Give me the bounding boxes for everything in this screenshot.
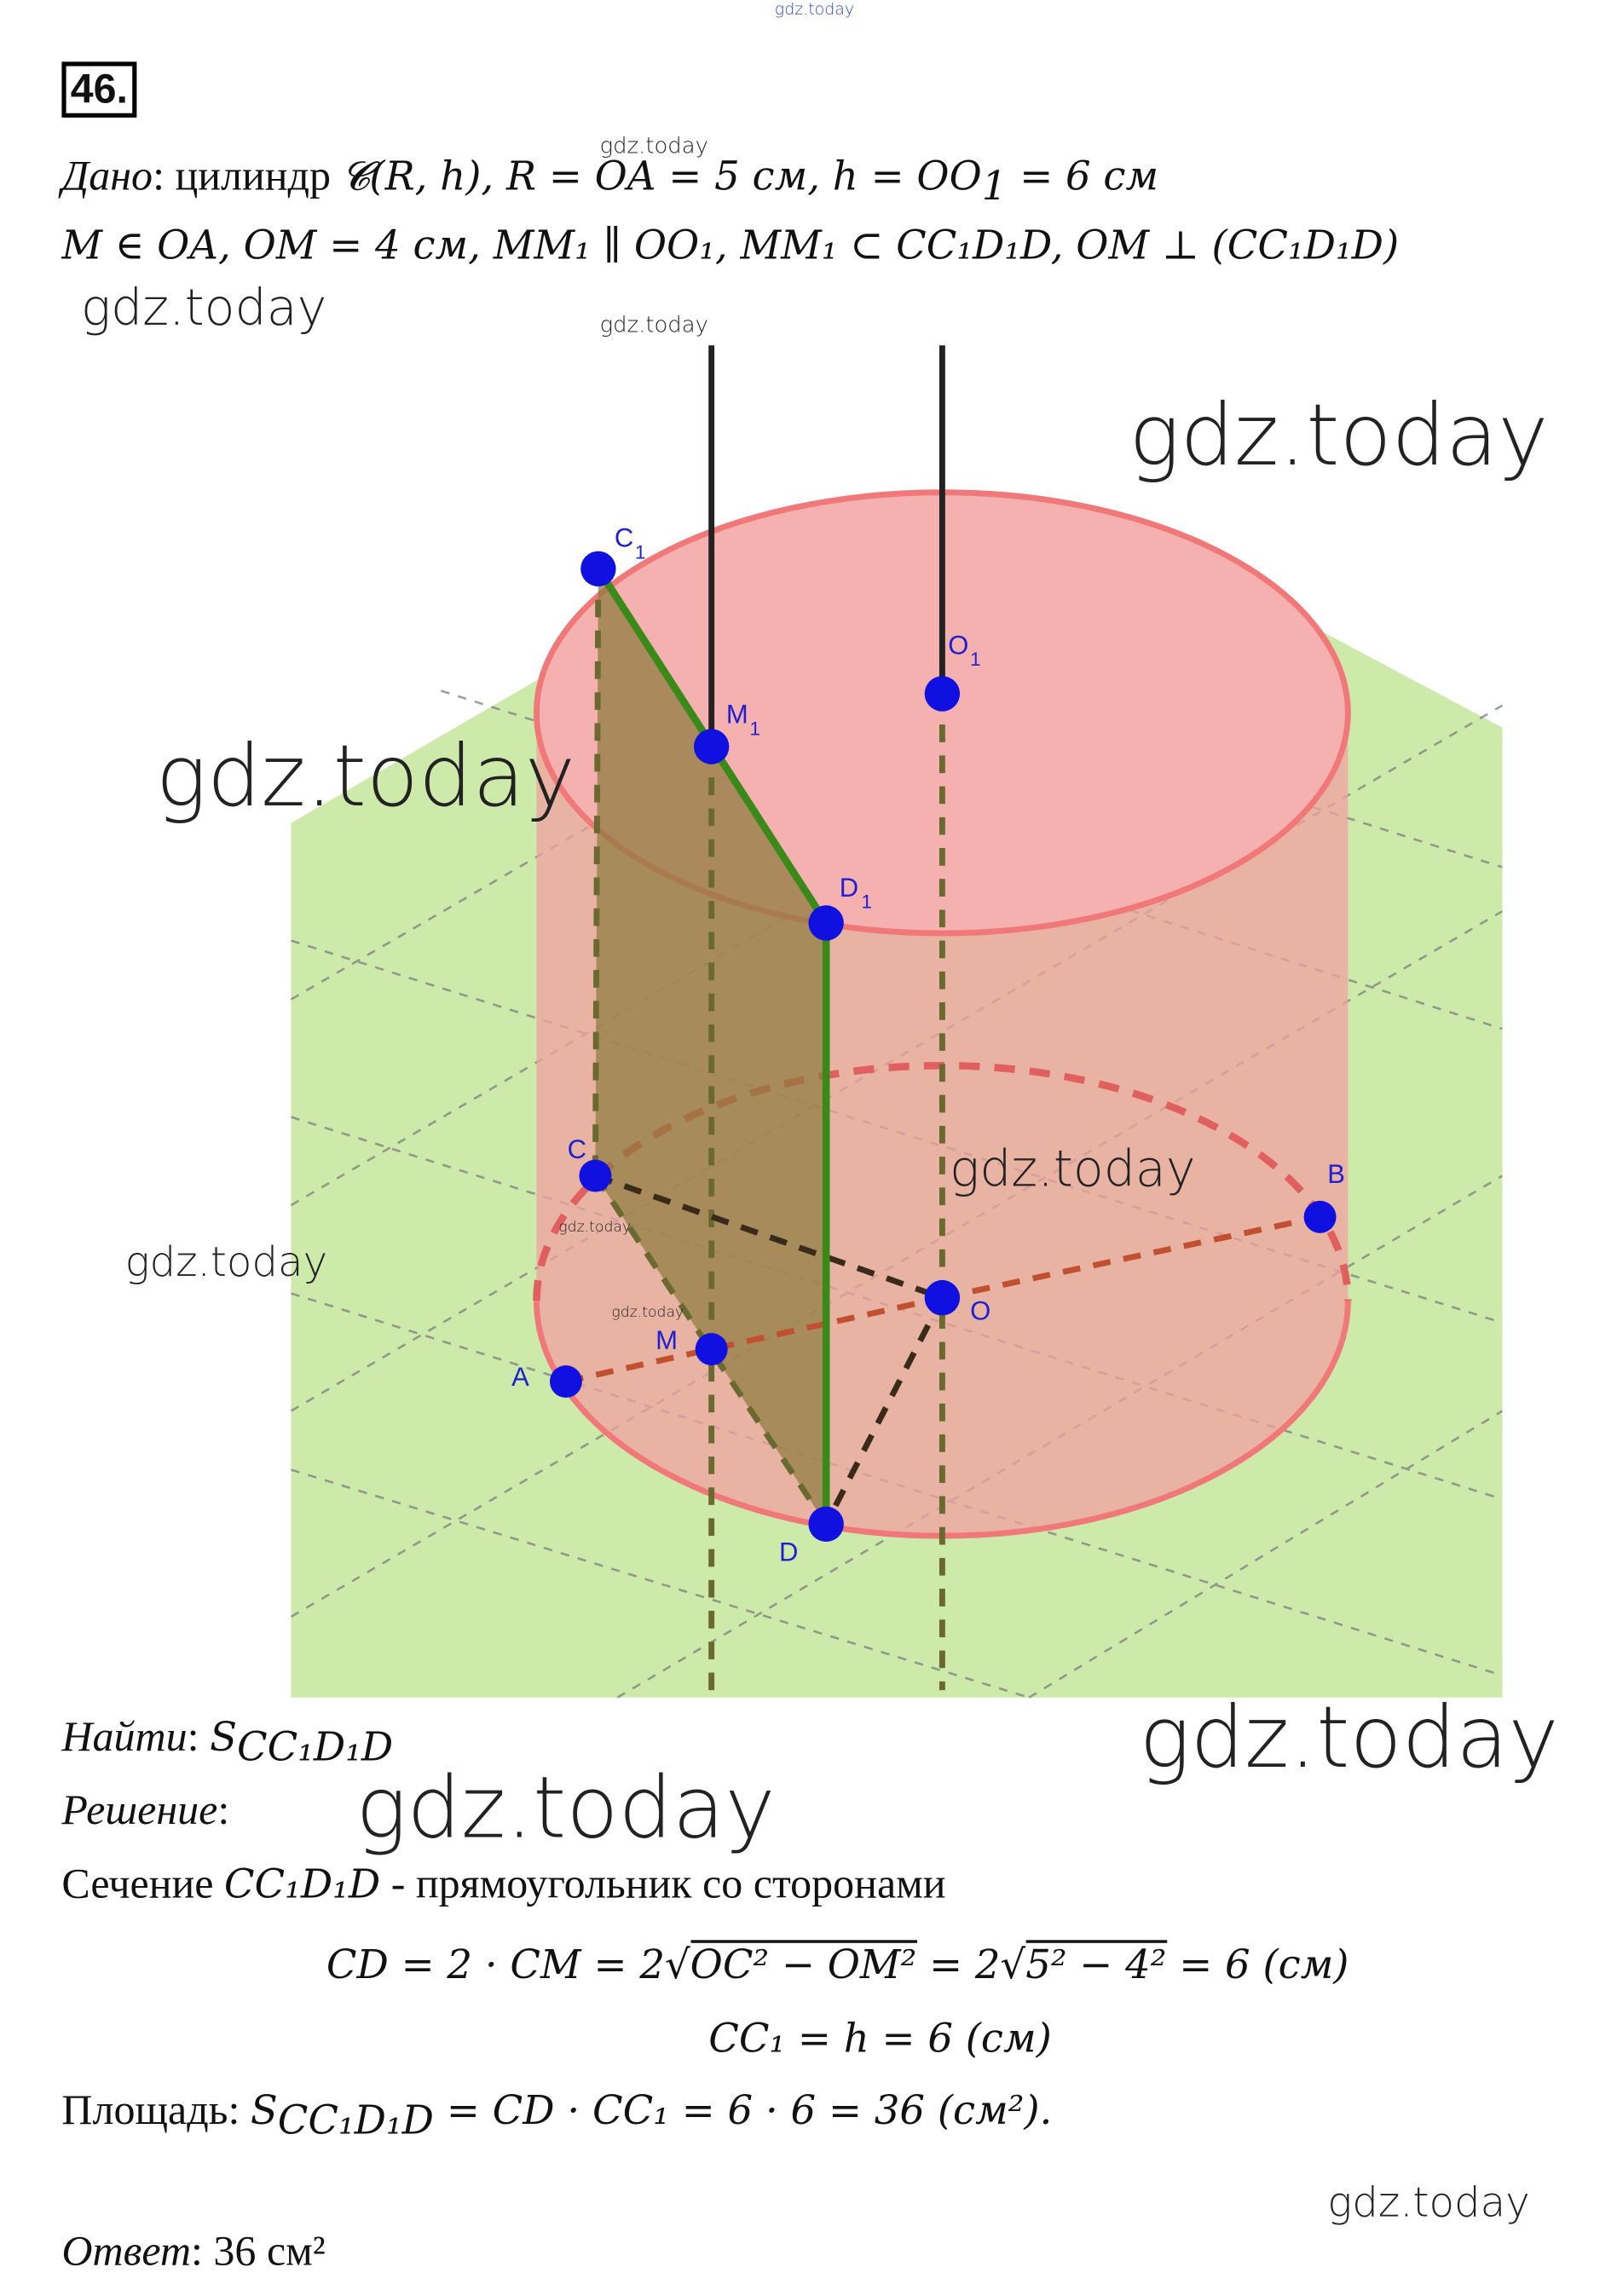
cc1-line xyxy=(592,568,602,1176)
equation-cc1: CC₁ = h = 6 (см) xyxy=(708,2016,1052,2062)
watermark: gdz.today xyxy=(80,279,327,338)
answer-line: Ответ: 36 см² xyxy=(61,2228,326,2276)
points xyxy=(549,551,1337,1543)
find-label: Найти xyxy=(61,1713,188,1761)
label-a: A xyxy=(511,1362,529,1392)
label-m1: M xyxy=(726,699,748,729)
find-line: Найти: SCC₁D₁D xyxy=(61,1713,394,1771)
watermark: gdz.today xyxy=(558,1220,632,1237)
section-rectangle xyxy=(595,568,827,1525)
point-c1 xyxy=(580,551,616,587)
watermark: gdz.today xyxy=(774,0,855,20)
label-d1: D xyxy=(840,873,858,903)
point-o xyxy=(924,1280,961,1316)
area-line: Площадь: SCC₁D₁D = CD · CC₁ = 6 · 6 = 36… xyxy=(61,2087,1052,2144)
point-b xyxy=(1303,1200,1337,1233)
watermark: gdz.today xyxy=(1129,384,1549,486)
watermark: gdz.today xyxy=(124,1237,328,1286)
label-o1: O xyxy=(948,630,968,660)
find-value: S xyxy=(210,1715,237,1761)
solution-label: Решение xyxy=(61,1786,218,1835)
find-sub: CC₁D₁D xyxy=(236,1725,394,1771)
equation-cd: CD = 2 · CM = 2√OC² − OM² = 2√5² − 4² = … xyxy=(326,1940,1349,1989)
area-label: Площадь: xyxy=(61,2086,240,2134)
solution-line-1: Сечение CC₁D₁D - прямоугольник со сторон… xyxy=(61,1860,945,1909)
label-c1: C xyxy=(615,523,633,553)
label-sub: 1 xyxy=(862,891,872,913)
watermark: gdz.today xyxy=(355,1757,776,1858)
watermark: gdz.today xyxy=(155,725,576,827)
label-b: B xyxy=(1327,1159,1345,1189)
text: Сечение xyxy=(61,1860,214,1908)
given-text: цилиндр xyxy=(175,153,331,200)
od-line xyxy=(823,1296,945,1526)
label-sub: 1 xyxy=(749,718,759,739)
given-math: 𝓒(R, h), R = OA = 5 см, h = OO xyxy=(341,154,982,200)
point-m xyxy=(695,1333,728,1366)
point-o1 xyxy=(924,676,961,712)
label-c: C xyxy=(568,1134,586,1164)
given-label: Дано xyxy=(61,153,153,200)
eq-part: = 2 xyxy=(916,1942,1001,1989)
sqrt-content: OC² − OM² xyxy=(690,1940,916,1988)
given-line-1: Дано: цилиндр 𝓒(R, h), R = OA = 5 см, h … xyxy=(61,153,1159,211)
math: S xyxy=(250,2088,278,2134)
eq-part: = 6 (см) xyxy=(1166,1942,1349,1989)
watermark: gdz.today xyxy=(1327,2178,1530,2227)
point-c xyxy=(579,1159,612,1192)
label-o: O xyxy=(970,1296,990,1326)
watermark: gdz.today xyxy=(611,1305,684,1322)
oa-line xyxy=(565,1295,944,1385)
label-sub: 1 xyxy=(635,541,645,562)
given-math-end: = 6 см xyxy=(1007,154,1159,200)
watermark: gdz.today xyxy=(599,311,708,338)
math: = CD · CC₁ = 6 · 6 = 36 (см²). xyxy=(434,2088,1053,2134)
watermark: gdz.today xyxy=(599,132,708,159)
subscript: CC₁D₁D xyxy=(277,2098,435,2144)
label-d: D xyxy=(779,1537,798,1566)
eq-part: CD = 2 · CM = 2 xyxy=(326,1942,665,1989)
watermark: gdz.today xyxy=(950,1140,1196,1200)
answer-label: Ответ xyxy=(61,2228,192,2276)
solution-label-line: Решение: xyxy=(61,1786,230,1835)
text: - прямоугольник со сторонами xyxy=(380,1860,946,1908)
point-a xyxy=(549,1365,582,1398)
subscript: 1 xyxy=(981,164,1008,211)
given-line-2: M ∈ OA, OM = 4 см, MM₁ ∥ OO₁, MM₁ ⊂ CC₁D… xyxy=(61,223,1400,269)
point-m1 xyxy=(693,729,730,764)
answer-value: 36 см² xyxy=(213,2228,326,2276)
problem-number: 46. xyxy=(61,61,137,118)
math: CC₁D₁D xyxy=(223,1861,381,1908)
point-d1 xyxy=(808,905,844,941)
label-sub: 1 xyxy=(970,649,980,670)
label-m: M xyxy=(655,1325,678,1355)
ob-line xyxy=(941,1214,1321,1301)
cylinder-diagram: C M D O C O M A D B 1 1 1 1 xyxy=(290,345,1504,1699)
watermark: gdz.today xyxy=(1139,1687,1559,1787)
sqrt-content: 5² − 4² xyxy=(1025,1940,1167,1988)
point-d xyxy=(808,1506,844,1543)
